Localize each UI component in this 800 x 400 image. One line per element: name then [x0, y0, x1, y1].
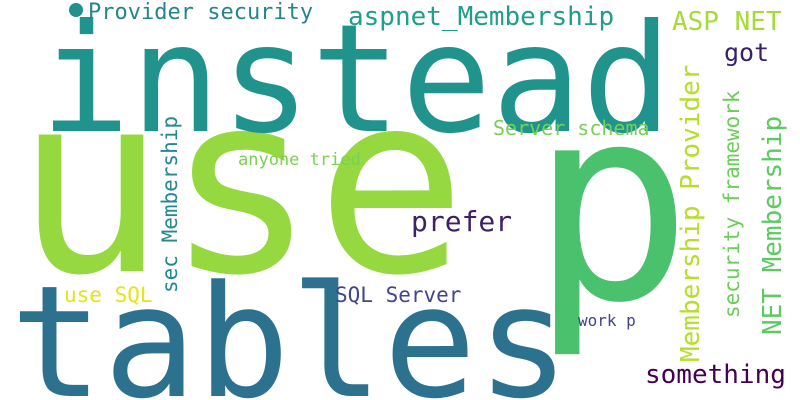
word-anyone-tried: anyone tried [238, 150, 361, 170]
word-aspnet-membership: aspnet_Membership [348, 2, 615, 32]
dot-glyph [69, 3, 83, 17]
word-net-membership: NET Membership [758, 115, 788, 335]
word-prefer: prefer [411, 205, 513, 238]
word-membership-provider: Membership Provider [676, 64, 706, 362]
word-asp-net: ASP NET [672, 7, 782, 37]
word-tables: tables [10, 252, 570, 400]
word-server-schema: Server schema [493, 116, 650, 140]
word-work-p: work p [578, 311, 636, 330]
word-provider-security: Provider security [88, 0, 314, 25]
word-sec-membership: sec Membership [158, 115, 182, 293]
word-sql-server: SQL Server [335, 283, 462, 307]
word-something: something [645, 360, 786, 390]
word-use-sql: use SQL [64, 283, 153, 307]
word-p: p [530, 47, 693, 362]
word-security-framework: security framework [720, 90, 744, 318]
word-use: use [15, 39, 467, 330]
word-instead: instead [40, 0, 673, 167]
word-got: got [724, 38, 770, 67]
